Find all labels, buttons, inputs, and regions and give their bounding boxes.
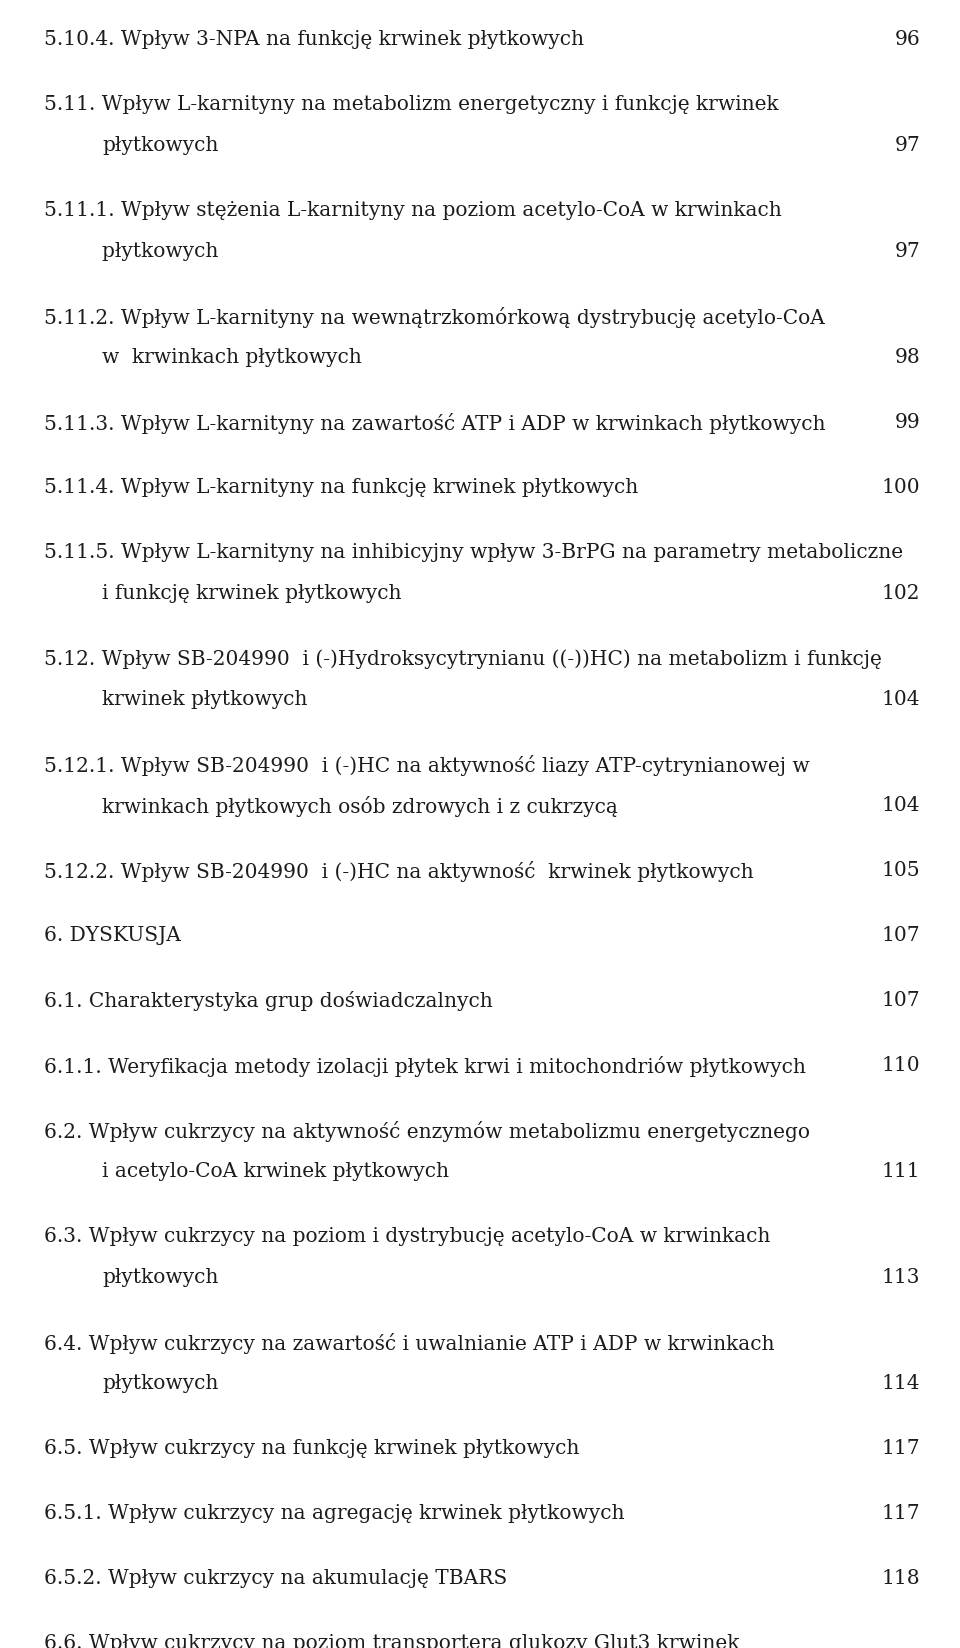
Text: 111: 111 — [881, 1162, 920, 1182]
Text: 6.1.1. Weryfikacja metody izolacji płytek krwi i mitochondriów płytkowych: 6.1.1. Weryfikacja metody izolacji płyte… — [44, 1056, 805, 1078]
Text: 5.11.4. Wpływ L-karnityny na funkcję krwinek płytkowych: 5.11.4. Wpływ L-karnityny na funkcję krw… — [44, 478, 638, 498]
Text: 117: 117 — [881, 1505, 920, 1523]
Text: 6.5. Wpływ cukrzycy na funkcję krwinek płytkowych: 6.5. Wpływ cukrzycy na funkcję krwinek p… — [44, 1439, 580, 1458]
Text: 107: 107 — [881, 926, 920, 944]
Text: 113: 113 — [881, 1267, 920, 1287]
Text: krwinkach płytkowych osób zdrowych i z cukrzycą: krwinkach płytkowych osób zdrowych i z c… — [102, 796, 618, 817]
Text: 6.2. Wpływ cukrzycy na aktywność enzymów metabolizmu energetycznego: 6.2. Wpływ cukrzycy na aktywność enzymów… — [44, 1121, 810, 1142]
Text: 6.5.1. Wpływ cukrzycy na agregację krwinek płytkowych: 6.5.1. Wpływ cukrzycy na agregację krwin… — [44, 1505, 625, 1523]
Text: 102: 102 — [881, 583, 920, 603]
Text: 5.11. Wpływ L-karnityny na metabolizm energetyczny i funkcję krwinek: 5.11. Wpływ L-karnityny na metabolizm en… — [44, 96, 779, 114]
Text: 5.11.3. Wpływ L-karnityny na zawartość ATP i ADP w krwinkach płytkowych: 5.11.3. Wpływ L-karnityny na zawartość A… — [44, 414, 826, 433]
Text: 117: 117 — [881, 1439, 920, 1458]
Text: 96: 96 — [895, 30, 920, 49]
Text: płytkowych: płytkowych — [102, 1374, 218, 1393]
Text: 105: 105 — [881, 860, 920, 880]
Text: 104: 104 — [881, 691, 920, 709]
Text: 5.12. Wpływ SB-204990  i (-)Hydroksycytrynianu ((-))HC) na metabolizm i funkcję: 5.12. Wpływ SB-204990 i (-)Hydroksycytry… — [44, 649, 882, 669]
Text: i acetylo-CoA krwinek płytkowych: i acetylo-CoA krwinek płytkowych — [102, 1162, 449, 1182]
Text: 100: 100 — [881, 478, 920, 498]
Text: płytkowych: płytkowych — [102, 137, 218, 155]
Text: 6.5.2. Wpływ cukrzycy na akumulację TBARS: 6.5.2. Wpływ cukrzycy na akumulację TBAR… — [44, 1569, 507, 1589]
Text: 6.6. Wpływ cukrzycy na poziom transportera glukozy Glut3 krwinek: 6.6. Wpływ cukrzycy na poziom transporte… — [44, 1635, 739, 1648]
Text: 6. DYSKUSJA: 6. DYSKUSJA — [44, 926, 180, 944]
Text: 5.11.5. Wpływ L-karnityny na inhibicyjny wpływ 3-BrPG na parametry metaboliczne: 5.11.5. Wpływ L-karnityny na inhibicyjny… — [44, 542, 903, 562]
Text: 6.1. Charakterystyka grup doświadczalnych: 6.1. Charakterystyka grup doświadczalnyc… — [44, 990, 492, 1010]
Text: 5.12.1. Wpływ SB-204990  i (-)HC na aktywność liazy ATP-cytrynianowej w: 5.12.1. Wpływ SB-204990 i (-)HC na aktyw… — [44, 755, 809, 776]
Text: 104: 104 — [881, 796, 920, 816]
Text: 6.4. Wpływ cukrzycy na zawartość i uwalnianie ATP i ADP w krwinkach: 6.4. Wpływ cukrzycy na zawartość i uwaln… — [44, 1333, 775, 1355]
Text: 5.10.4. Wpływ 3-NPA na funkcję krwinek płytkowych: 5.10.4. Wpływ 3-NPA na funkcję krwinek p… — [44, 30, 584, 49]
Text: i funkcję krwinek płytkowych: i funkcję krwinek płytkowych — [102, 583, 401, 603]
Text: 5.11.1. Wpływ stężenia L-karnityny na poziom acetylo-CoA w krwinkach: 5.11.1. Wpływ stężenia L-karnityny na po… — [44, 201, 781, 219]
Text: płytkowych: płytkowych — [102, 1267, 218, 1287]
Text: 110: 110 — [881, 1056, 920, 1074]
Text: 114: 114 — [881, 1374, 920, 1393]
Text: 97: 97 — [895, 242, 920, 260]
Text: 5.11.2. Wpływ L-karnityny na wewnątrzkomórkową dystrybucję acetylo-CoA: 5.11.2. Wpływ L-karnityny na wewnątrzkom… — [44, 307, 825, 328]
Text: 99: 99 — [895, 414, 920, 432]
Text: 98: 98 — [895, 348, 920, 368]
Text: w  krwinkach płytkowych: w krwinkach płytkowych — [102, 348, 362, 368]
Text: 118: 118 — [881, 1569, 920, 1589]
Text: 5.12.2. Wpływ SB-204990  i (-)HC na aktywność  krwinek płytkowych: 5.12.2. Wpływ SB-204990 i (-)HC na aktyw… — [44, 860, 754, 882]
Text: 107: 107 — [881, 990, 920, 1010]
Text: płytkowych: płytkowych — [102, 242, 225, 260]
Text: krwinek płytkowych: krwinek płytkowych — [102, 691, 307, 709]
Text: 6.3. Wpływ cukrzycy na poziom i dystrybucję acetylo-CoA w krwinkach: 6.3. Wpływ cukrzycy na poziom i dystrybu… — [44, 1228, 770, 1246]
Text: 97: 97 — [895, 137, 920, 155]
